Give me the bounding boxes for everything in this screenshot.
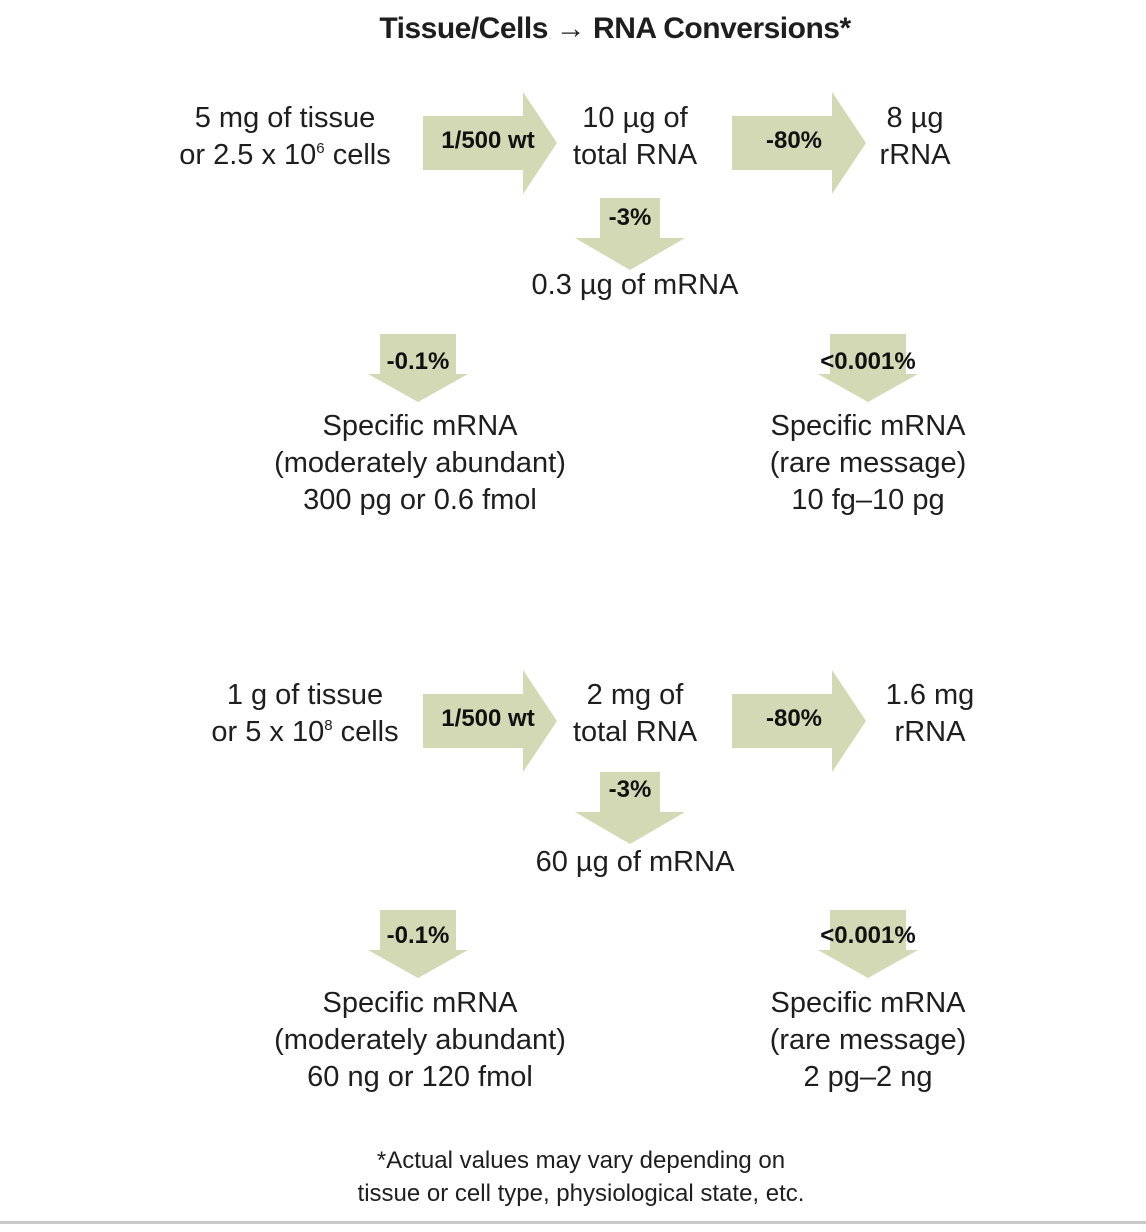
down-arrow-icon: [575, 198, 685, 270]
abundant-percent-label: -0.1%: [386, 348, 450, 375]
abundant-mrna-amount: Specific mRNA (moderately abundant) 300 …: [274, 410, 566, 516]
down-arrow-icon: [368, 334, 468, 402]
total-rna-amount: 2 mg of total RNA: [572, 679, 698, 748]
rare-percent-label: <0.001%: [820, 922, 916, 949]
source-amount: 5 mg of tissue or 2.5 x 106 cells: [179, 102, 391, 171]
rare-mrna-amount: Specific mRNA (rare message) 2 pg–2 ng: [769, 987, 967, 1093]
abundant-percent-label: -0.1%: [386, 922, 450, 949]
footnote: *Actual values may vary depending on tis…: [357, 1147, 805, 1207]
right-arrow-icon: [732, 670, 866, 772]
down-arrow-icon: [818, 334, 918, 402]
down-arrow-icon: [575, 772, 685, 844]
rrna-percent-label: -80%: [765, 705, 823, 732]
down-arrow-icon: [368, 910, 468, 978]
rrna-amount: 1.6 mg rRNA: [885, 679, 975, 748]
mrna-percent-label: -3%: [608, 776, 652, 803]
right-arrow-icon: [732, 92, 866, 194]
mrna-amount: 60 µg of mRNA: [535, 846, 735, 878]
abundant-mrna-amount: Specific mRNA (moderately abundant) 60 n…: [274, 987, 566, 1093]
right-arrow-icon: [423, 670, 557, 772]
bottom-divider: [0, 1221, 1146, 1224]
rare-percent-label: <0.001%: [820, 348, 916, 375]
rrna-percent-label: -80%: [765, 127, 823, 154]
mrna-amount: 0.3 µg of mRNA: [531, 269, 739, 301]
total-rna-amount: 10 µg of total RNA: [572, 102, 698, 171]
mrna-percent-label: -3%: [608, 204, 652, 231]
down-arrow-icon: [818, 910, 918, 978]
rrna-amount: 8 µg rRNA: [879, 102, 951, 171]
page-title: Tissue/Cells → RNA Conversions*: [379, 12, 851, 45]
rare-mrna-amount: Specific mRNA (rare message) 10 fg–10 pg: [769, 410, 967, 516]
ratio-label: 1/500 wt: [441, 127, 535, 154]
right-arrow-icon: [423, 92, 557, 194]
ratio-label: 1/500 wt: [441, 705, 535, 732]
source-amount: 1 g of tissue or 5 x 108 cells: [211, 679, 399, 748]
